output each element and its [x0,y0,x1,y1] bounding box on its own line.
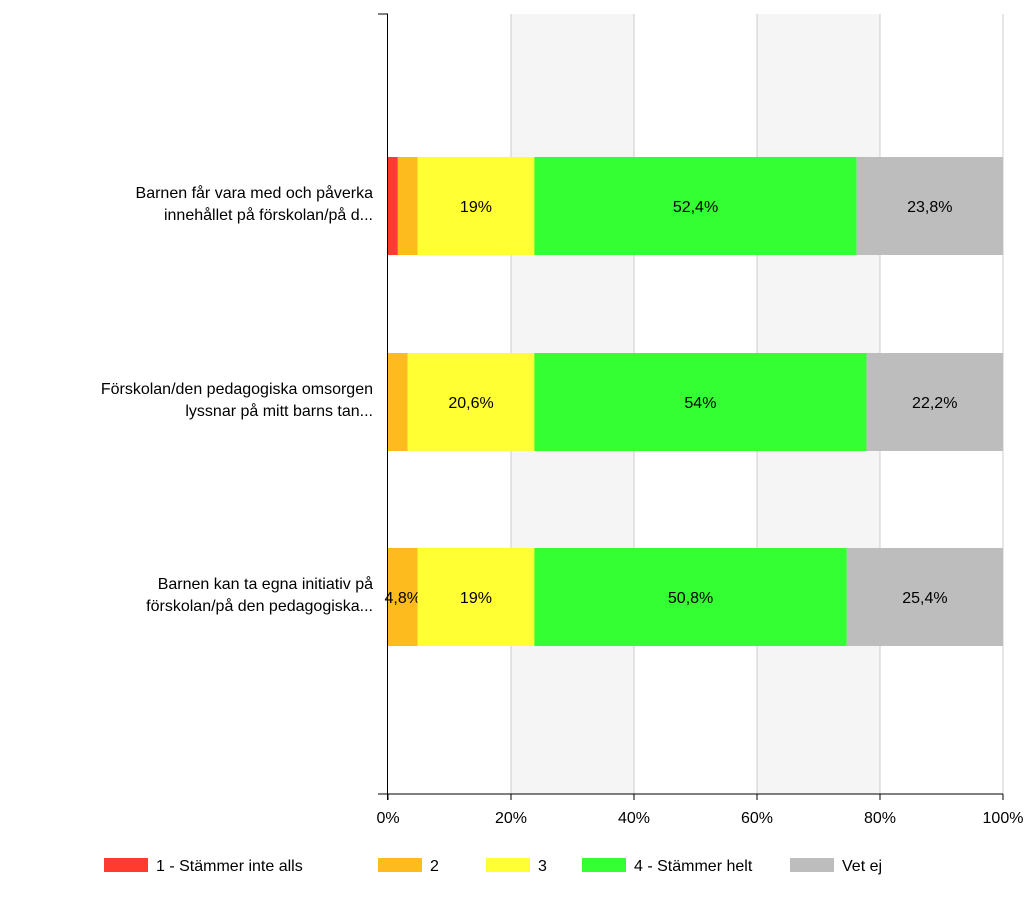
legend-swatch [486,858,530,872]
legend-swatch [378,858,422,872]
legend-swatch [790,858,834,872]
legend-label: Vet ej [842,858,882,875]
legend-label: 4 - Stämmer helt [634,858,753,875]
x-tick-label: 0% [376,810,399,827]
bar-segment [417,548,535,646]
bar-segment [846,548,1003,646]
bars: 19% 52,4% 23,8% 20,6% 54% 22,2% 4,8% 19% 50,8% 25… [385,157,1003,646]
bar-segment [388,157,398,255]
data-label: 19% [460,199,492,216]
x-tick-label: 20% [495,810,527,827]
axes [378,13,1004,800]
x-tick-label: 60% [741,810,773,827]
x-tick-label: 100% [983,810,1024,827]
x-tick-label: 40% [618,810,650,827]
legend-label: 1 - Stämmer inte alls [156,858,303,875]
bar-segment [388,548,418,646]
category-label: Förskolan/den pedagogiska omsorgen [101,381,373,398]
data-label: 54% [684,395,716,412]
bar-segment [397,157,418,255]
bar-segment [866,353,1003,451]
legend-label: 2 [430,858,439,875]
category-labels: Barnen får vara med och påverka innehålle… [101,184,373,615]
data-label: 23,8% [907,199,952,216]
data-label: 50,8% [668,590,713,607]
legend-label: 3 [538,858,547,875]
category-label: förskolan/på den pedagogiska... [146,597,373,615]
data-label: 4,8% [385,590,421,607]
bar-segment [388,353,408,451]
x-tick-label: 80% [864,810,896,827]
bar-segment [534,548,847,646]
data-label: 22,2% [912,395,957,412]
category-label: lyssnar på mitt barns tan... [185,402,373,420]
data-label: 20,6% [448,395,493,412]
category-label: Barnen får vara med och påverka [136,184,374,202]
data-label: 52,4% [673,199,718,216]
bar-segment [534,353,867,451]
bar-segment [407,353,535,451]
data-label: 25,4% [902,590,947,607]
bar-segment [534,157,857,255]
data-label: 19% [460,590,492,607]
bar-segment [856,157,1003,255]
bar-segment [417,157,535,255]
category-label: Barnen kan ta egna initiativ på [158,575,373,593]
legend-swatch [104,858,148,872]
legend: 1 - Stämmer inte alls 2 3 4 - Stämmer helt V… [104,858,882,875]
category-label: innehållet på förskolan/på d... [164,206,373,224]
legend-swatch [582,858,626,872]
x-tick-labels: 0% 20% 40% 60% 80% 100% [376,810,1023,827]
